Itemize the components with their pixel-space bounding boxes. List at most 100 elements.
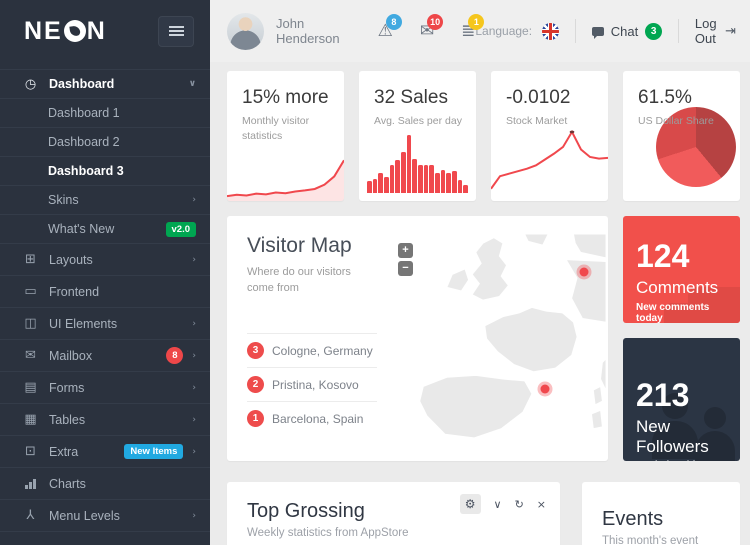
sidebar-item-forms[interactable]: ▤ Forms › (0, 372, 210, 404)
topbar-divider (678, 19, 679, 43)
user-name[interactable]: John Henderson (276, 16, 340, 46)
language-selector[interactable]: Language: (475, 22, 560, 40)
bar-chart-icon (22, 478, 39, 489)
refresh-icon[interactable]: ↻ (514, 497, 524, 511)
visitor-map-info: Visitor Map Where do our visitors come f… (247, 234, 377, 461)
visitor-locations-list: 3 Cologne, Germany 2 Pristina, Kosovo 1 … (247, 333, 377, 435)
table-icon: ▦ (24, 412, 37, 427)
version-badge: v2.0 (165, 221, 196, 237)
window-icon: ◫ (24, 316, 37, 331)
comments-label: Comments (636, 278, 719, 297)
stat-card-dollar: 61.5% US Dollar Share (623, 71, 740, 201)
avatar[interactable] (227, 12, 264, 50)
uk-flag-icon[interactable] (542, 22, 560, 40)
neon-logo[interactable]: NE N (24, 17, 107, 46)
sidebar-item-label: Dashboard 3 (48, 164, 124, 178)
followers-sublabel: Statistics this week (636, 460, 727, 461)
top-grossing-panel: ⚙ ∨ ↻ × Top Grossing Weekly statistics f… (227, 482, 560, 545)
stat-title: 32 Sales (374, 87, 448, 108)
logout-button[interactable]: Log Out ⇥ (695, 16, 736, 46)
messages-button[interactable]: ✉ 10 (420, 14, 444, 41)
gear-icon[interactable]: ⚙ (459, 494, 481, 514)
sidebar-item-whats-new[interactable]: What's New v2.0 (0, 215, 210, 244)
panel-actions: ⚙ ∨ ↻ × (459, 494, 546, 514)
chat-button[interactable]: Chat 3 (591, 22, 663, 40)
envelope-icon: ✉ (25, 348, 36, 363)
collapse-icon[interactable]: ∨ (493, 497, 502, 511)
stock-line-chart (491, 130, 608, 194)
sidebar-item-menu-levels[interactable]: ⅄ Menu Levels › (0, 500, 210, 532)
sidebar-item-skins[interactable]: Skins › (0, 186, 210, 215)
stat-subtitle: Monthly visitor statistics (242, 115, 310, 142)
sidebar-item-label: Dashboard (49, 77, 115, 91)
close-icon[interactable]: × (536, 497, 546, 511)
topbar-notification-icons: ⚠ 8 ✉ 10 ≣ 1 (378, 14, 485, 41)
tasks-button[interactable]: ≣ 1 (461, 14, 485, 41)
bar (395, 160, 401, 193)
bar (418, 165, 423, 193)
chevron-right-icon: › (192, 446, 196, 457)
sidebar-item-label: Extra (49, 444, 79, 459)
bar (372, 178, 378, 193)
sidebar-item-dashboard-2[interactable]: Dashboard 2 (0, 128, 210, 157)
panel-title: Top Grossing (247, 500, 365, 522)
bar (389, 165, 395, 193)
sidebar-item-label: What's New (48, 222, 115, 236)
sidebar-item-mailbox[interactable]: ✉ Mailbox 8 › (0, 340, 210, 372)
sidebar-item-label: Charts (49, 476, 86, 491)
visitor-map-title: Visitor Map (247, 234, 352, 257)
tasks-count-badge: 1 (468, 14, 485, 30)
followers-tile[interactable]: 213 New Followers Statistics this week (623, 338, 740, 461)
location-count-badge: 1 (247, 410, 264, 427)
summary-tiles-column: 124 Comments New comments today 213 New … (623, 216, 740, 461)
sidebar-item-layouts[interactable]: ⊞ Layouts › (0, 244, 210, 276)
comments-count: 124 (636, 238, 690, 274)
bar (412, 158, 418, 193)
sidebar-item-charts[interactable]: Charts (0, 468, 210, 500)
sidebar-item-dashboard-3[interactable]: Dashboard 3 (0, 157, 210, 186)
map-marker-cologne (579, 267, 589, 277)
sidebar-item-label: Tables (49, 412, 86, 427)
logout-icon: ⇥ (725, 23, 737, 39)
sidebar-item-ui-elements[interactable]: ◫ UI Elements › (0, 308, 210, 340)
sidebar-item-label: Menu Levels (49, 508, 120, 523)
list-item: 3 Cologne, Germany (247, 333, 377, 367)
language-label: Language: (475, 24, 533, 38)
sidebar-item-label: Skins (48, 193, 79, 207)
bar (429, 164, 435, 193)
bar (446, 173, 452, 193)
sidebar-item-dashboard-1[interactable]: Dashboard 1 (0, 99, 210, 128)
comments-tile[interactable]: 124 Comments New comments today (623, 216, 740, 323)
logo-text-left: NE (24, 16, 63, 45)
stat-subtitle: Stock Market (506, 115, 568, 127)
alerts-count-badge: 8 (385, 14, 402, 30)
sidebar-item-label: Forms (49, 380, 85, 395)
visitor-map-canvas[interactable]: + − (389, 234, 606, 459)
logo-leaf-o-icon (63, 20, 86, 42)
zoom-out-button[interactable]: − (398, 261, 413, 276)
alerts-button[interactable]: ⚠ 8 (378, 14, 402, 41)
sidebar-item-dashboard[interactable]: ◷ Dashboard ∨ (0, 69, 210, 99)
zoom-in-button[interactable]: + (398, 243, 413, 258)
chevron-right-icon: › (192, 195, 196, 205)
followers-count: 213 (636, 377, 690, 413)
stat-subtitle: US Dollar Share (638, 115, 714, 127)
bar (406, 135, 412, 193)
chevron-right-icon: › (192, 254, 196, 265)
sidebar-collapse-button[interactable] (158, 15, 194, 47)
map-marker-barcelona (540, 384, 550, 394)
stat-title: -0.0102 (506, 87, 571, 108)
topbar: John Henderson ⚠ 8 ✉ 10 ≣ 1 Language: (210, 0, 750, 62)
location-label: Barcelona, Spain (272, 411, 364, 426)
sidebar-item-label: UI Elements (49, 316, 118, 331)
sidebar-item-extra[interactable]: ⊡ Extra New Items › (0, 436, 210, 468)
chevron-down-icon: ∨ (188, 79, 196, 89)
sidebar-item-label: Dashboard 1 (48, 106, 120, 120)
sidebar-item-label: Frontend (49, 284, 100, 299)
sidebar-item-frontend[interactable]: ▭ Frontend (0, 276, 210, 308)
sales-bar-chart (367, 135, 469, 193)
sidebar-item-tables[interactable]: ▦ Tables › (0, 404, 210, 436)
list-item: 1 Barcelona, Spain (247, 401, 377, 435)
user-group-icon (652, 389, 740, 461)
bottom-row: ⚙ ∨ ↻ × Top Grossing Weekly statistics f… (227, 482, 740, 545)
